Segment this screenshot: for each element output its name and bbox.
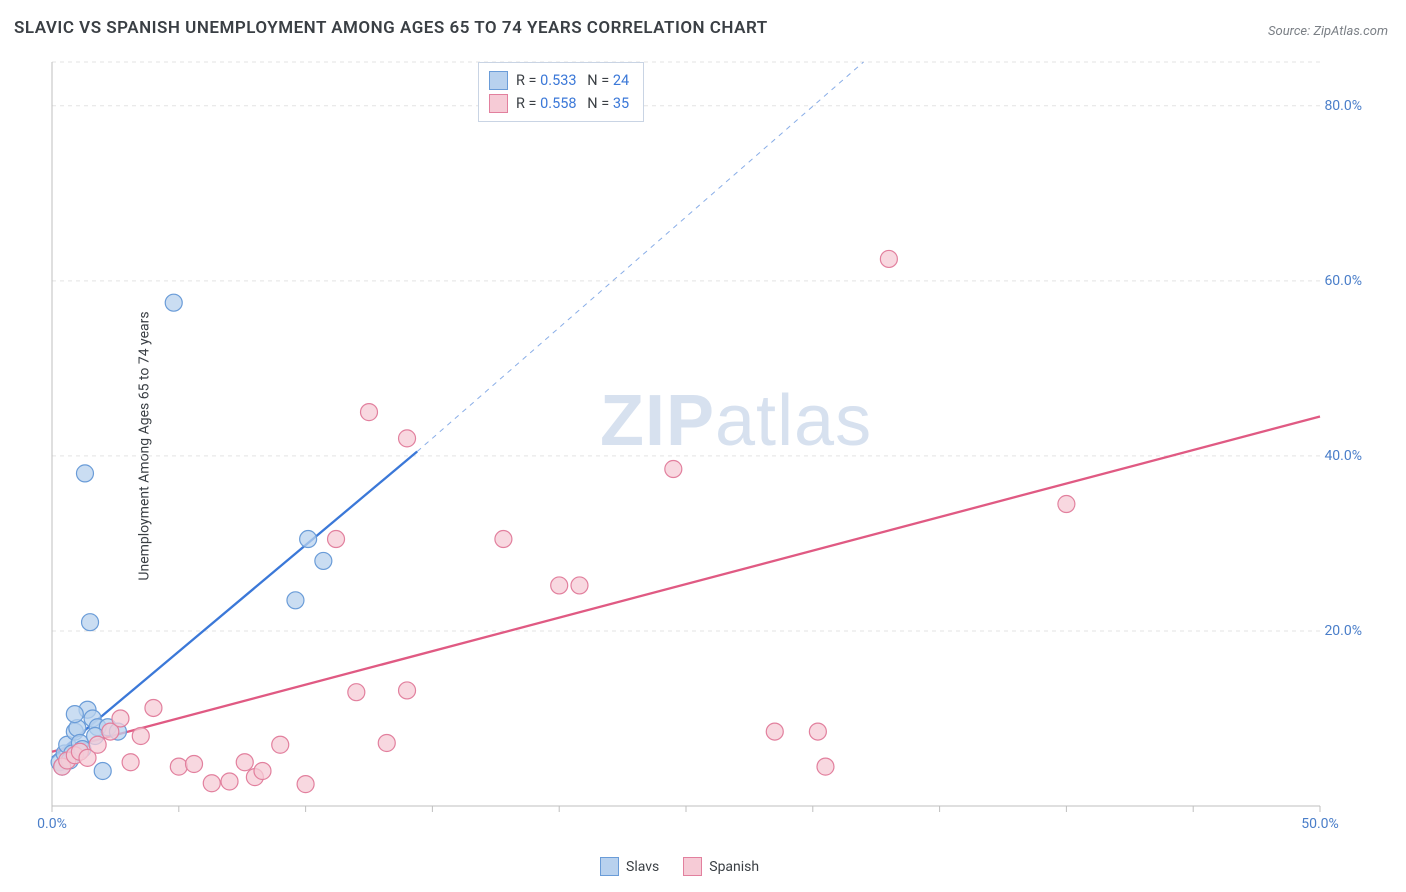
legend-stats: R = 0.533 N = 24 R = 0.558 N = 35	[478, 62, 644, 122]
legend-swatch	[489, 94, 508, 113]
legend-stats-text: R = 0.558 N = 35	[516, 95, 629, 112]
plot-area: 20.0%40.0%60.0%80.0%0.0%50.0%	[50, 60, 1370, 830]
source-label: Source: ZipAtlas.com	[1268, 24, 1388, 39]
legend-series-label: Slavs	[626, 859, 659, 875]
y-tick-label: 20.0%	[1324, 623, 1362, 639]
y-tick-label: 80.0%	[1324, 98, 1362, 114]
legend-series-item: Slavs	[600, 857, 659, 876]
legend-series: Slavs Spanish	[600, 857, 759, 876]
chart-title: SLAVIC VS SPANISH UNEMPLOYMENT AMONG AGE…	[14, 18, 768, 38]
legend-swatch	[683, 857, 702, 876]
legend-series-item: Spanish	[683, 857, 759, 876]
legend-swatch	[600, 857, 619, 876]
x-tick-label: 50.0%	[1301, 816, 1339, 832]
source-prefix: Source:	[1268, 24, 1313, 39]
y-tick-label: 60.0%	[1324, 273, 1362, 289]
y-tick-label: 40.0%	[1324, 448, 1362, 464]
scatter-chart	[50, 60, 1370, 830]
legend-swatch	[489, 71, 508, 90]
source-value: ZipAtlas.com	[1313, 24, 1388, 39]
legend-stats-text: R = 0.533 N = 24	[516, 72, 629, 89]
legend-stats-row: R = 0.558 N = 35	[489, 92, 629, 115]
legend-stats-row: R = 0.533 N = 24	[489, 69, 629, 92]
legend-series-label: Spanish	[709, 859, 759, 875]
x-tick-label: 0.0%	[37, 816, 67, 832]
